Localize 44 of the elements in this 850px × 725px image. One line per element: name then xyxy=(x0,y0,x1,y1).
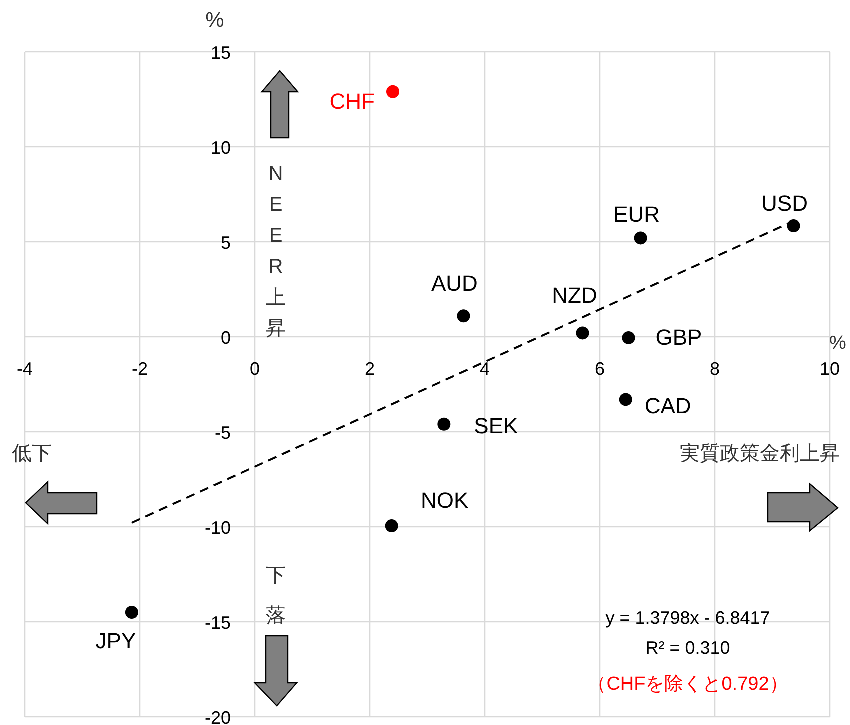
x-tick-label: 2 xyxy=(364,359,376,379)
y-tick-label: 0 xyxy=(220,328,231,348)
annotation: 下落 xyxy=(266,565,286,627)
y-axis-title: % xyxy=(206,9,224,32)
point xyxy=(622,331,636,344)
point xyxy=(385,520,398,533)
series-label: GBP xyxy=(656,324,702,350)
x-tick-label: -4 xyxy=(16,359,34,379)
series-label: USD xyxy=(762,191,808,216)
x-tick-label: 4 xyxy=(480,359,490,379)
y-tick-label: 10 xyxy=(210,138,231,158)
x-tick-label: 8 xyxy=(710,359,720,379)
series-label: NZD xyxy=(552,283,598,308)
x-tick-label: 0 xyxy=(250,359,260,379)
point xyxy=(386,85,400,98)
annotation: 実質政策金利上昇 xyxy=(680,442,840,465)
y-tick-label: -20 xyxy=(204,708,231,725)
point xyxy=(634,232,648,245)
x-axis-title: % xyxy=(830,333,847,354)
annotation: R² = 0.310 xyxy=(646,638,730,658)
x-tick-label: 6 xyxy=(594,359,606,379)
x-tick-label: 10 xyxy=(820,359,840,379)
point xyxy=(576,326,590,340)
y-tick-label: -10 xyxy=(204,518,231,538)
y-tick-label: -15 xyxy=(204,613,231,633)
x-tick-label: -2 xyxy=(132,359,148,379)
annotation: （CHFを除くと0.792） xyxy=(588,674,788,695)
annotation: y = 1.3798x - 6.8417 xyxy=(606,608,770,628)
y-tick-label: -5 xyxy=(214,423,231,443)
annotation: NEER上昇 xyxy=(266,163,286,340)
series-label: NOK xyxy=(421,488,470,514)
series-label: JPY xyxy=(96,628,136,654)
y-tick-label: 15 xyxy=(210,43,231,63)
y-tick-label: 5 xyxy=(220,233,231,253)
series-label: CHF xyxy=(330,88,375,114)
series-label: CAD xyxy=(644,394,692,419)
series-label: SEK xyxy=(474,413,519,438)
point xyxy=(438,418,451,431)
annotation: 低下 xyxy=(12,443,52,465)
point xyxy=(125,606,138,619)
point xyxy=(619,393,632,406)
series-label: EUR xyxy=(614,202,660,228)
point xyxy=(457,310,470,323)
series-label: AUD xyxy=(432,271,478,296)
